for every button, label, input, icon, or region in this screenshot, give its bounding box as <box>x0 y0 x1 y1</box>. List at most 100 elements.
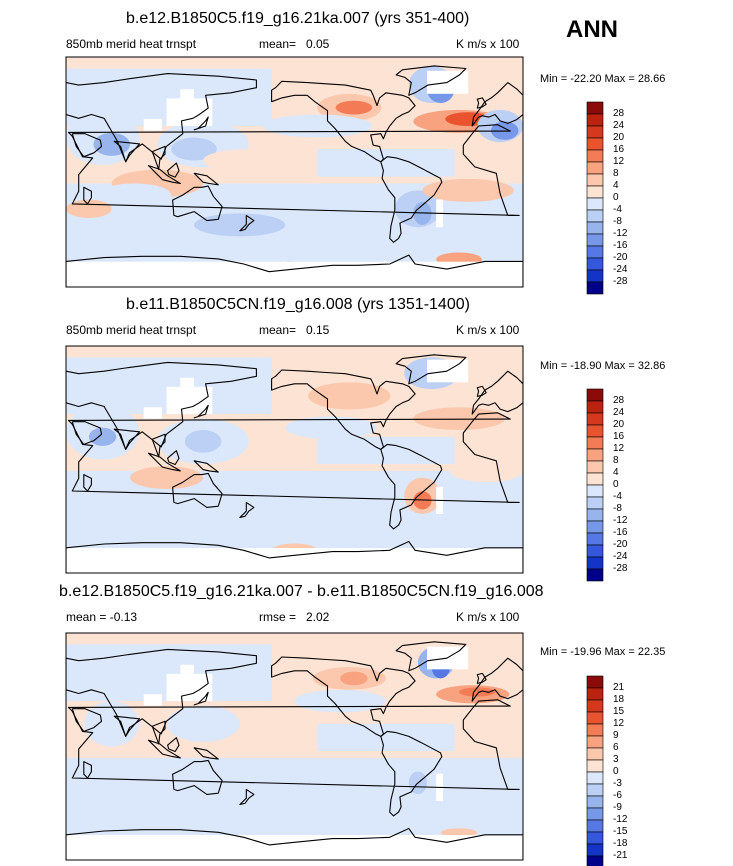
contour-blob <box>262 114 373 138</box>
colorbar-tick-label: -20 <box>613 252 628 263</box>
coastline-newguinea <box>193 747 219 760</box>
panel-1-units: K m/s x 100 <box>456 37 520 51</box>
colorbar-tick-label: -16 <box>613 527 628 538</box>
coastline-antarctica <box>66 827 523 860</box>
panel-3-minmax: Min = -19.96 Max = 22.35 <box>540 646 666 658</box>
panel-1-variable-label: 850mb merid heat trnspt <box>66 37 197 51</box>
panel-2-mean-value: 0.15 <box>306 323 330 337</box>
colorbar-swatch <box>586 137 604 151</box>
colorbar-tick-label: 12 <box>613 443 625 454</box>
colorbar-tick-label: 24 <box>613 407 625 418</box>
coastline-greenland <box>395 354 467 385</box>
panel-3-mean-label: mean = -0.13 <box>66 610 138 624</box>
colorbar-tick-label: -4 <box>613 491 622 502</box>
negative-band <box>317 723 455 752</box>
panel-1-mean-value: 0.05 <box>306 37 330 51</box>
coastline-nz <box>239 788 255 806</box>
map-frame <box>65 56 524 288</box>
colorbar-swatch <box>586 472 604 486</box>
colorbar-swatch <box>586 161 604 175</box>
missing-data <box>180 377 194 387</box>
coastline-arabia <box>71 421 103 445</box>
coastline-antarctica <box>66 540 523 573</box>
contour-blob <box>193 213 286 237</box>
colorbar-tick-label: -12 <box>613 228 628 239</box>
colorbar-tick-label: 28 <box>613 395 625 406</box>
colorbar-tick-label: -24 <box>613 551 628 562</box>
coastline-namerica <box>271 656 416 737</box>
panel-3-rmse-value: 2.02 <box>306 610 330 624</box>
coastline-india <box>113 140 141 163</box>
coastline-seasia <box>151 433 166 458</box>
coastlines <box>66 354 523 573</box>
coastline-greenland <box>395 65 467 96</box>
colorbar-tick-label: 16 <box>613 431 625 442</box>
colorbar-swatch <box>586 245 604 259</box>
contour-blob <box>93 132 130 156</box>
panel-3-units: K m/s x 100 <box>456 610 520 624</box>
colorbar-swatch <box>586 711 604 725</box>
coastline-eurasia <box>66 361 257 450</box>
contour-blob <box>459 687 496 697</box>
colorbar-swatch <box>586 759 604 773</box>
coastline-namerica <box>271 369 416 450</box>
colorbar-tick-label: 20 <box>613 132 625 143</box>
colorbar-tick-label: 0 <box>613 766 619 777</box>
coastline-samerica <box>380 443 443 530</box>
coastline-africa <box>67 699 520 790</box>
coastline-greenland <box>395 641 467 672</box>
missing-data <box>66 261 523 287</box>
panel-1-title: b.e12.B1850C5.f19_g16.21ka.007 (yrs 351-… <box>126 10 470 27</box>
colorbar-swatch <box>586 544 604 558</box>
colorbar-swatch <box>586 496 604 510</box>
coastline-europe <box>471 82 523 127</box>
colorbar-tick-label: 24 <box>613 120 625 131</box>
coastline-uk <box>476 385 487 397</box>
colorbar-swatch <box>586 101 604 115</box>
colorbar-swatch <box>586 783 604 797</box>
colorbar-swatch <box>586 484 604 498</box>
colorbar-swatch <box>586 209 604 223</box>
colorbar-swatch <box>586 269 604 283</box>
coastline-samerica <box>380 156 443 243</box>
colorbar-swatch <box>586 807 604 821</box>
coastline-australia <box>172 185 223 222</box>
colorbar-tick-label: -12 <box>613 515 628 526</box>
colorbar-swatch <box>586 113 604 127</box>
coastline-nz <box>239 501 255 519</box>
colorbar-swatch <box>586 520 604 534</box>
coastline-india <box>113 428 141 450</box>
contour-blob <box>413 407 505 430</box>
coastline-antarctica <box>66 254 523 287</box>
colorbar-swatch <box>586 412 604 426</box>
coastline-india <box>113 715 141 737</box>
negative-band <box>66 757 523 838</box>
colorbar-tick-label: 12 <box>613 156 625 167</box>
colorbar-tick-label: 8 <box>613 455 619 466</box>
panel-3-title: b.e12.B1850C5.f19_g16.21ka.007 - b.e11.B… <box>59 583 544 600</box>
colorbar-tick-label: 15 <box>613 706 625 717</box>
colorbar-tick-label: 3 <box>613 754 619 765</box>
contour-blob <box>184 429 222 453</box>
colorbar-tick-label: -24 <box>613 264 628 275</box>
contour-blob <box>84 701 140 747</box>
colorbar-swatch <box>586 532 604 546</box>
coastline-eurasia <box>66 648 257 737</box>
colorbar-swatch <box>586 568 604 582</box>
contour-blob <box>88 427 117 446</box>
colorbar-2 <box>586 388 604 582</box>
colorbar-tick-label: -8 <box>613 216 622 227</box>
colorbar-tick-label: -12 <box>613 814 628 825</box>
coastline-europe <box>471 657 523 702</box>
coastline-seasia <box>151 145 166 170</box>
coastline-namerica <box>271 80 416 163</box>
coastline-arabia <box>71 708 103 732</box>
colorbar-tick-label: 4 <box>613 180 619 191</box>
colorbar-tick-label: -28 <box>613 276 628 287</box>
coastline-uk <box>476 672 487 684</box>
colorbar-tick-label: 0 <box>613 192 619 203</box>
colorbar-tick-label: 16 <box>613 144 625 155</box>
colorbar-swatch <box>586 173 604 187</box>
colorbar-tick-label: -3 <box>613 778 622 789</box>
